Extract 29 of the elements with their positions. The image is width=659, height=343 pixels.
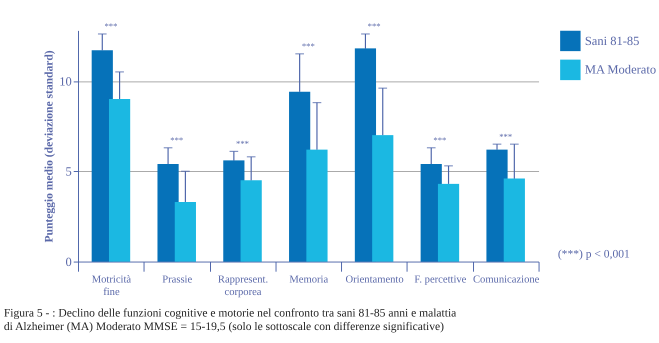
- y-tick-label: 0: [66, 254, 72, 269]
- bar: [438, 184, 460, 262]
- x-tick-label: Orientamento: [345, 274, 404, 286]
- bar: [108, 99, 130, 262]
- text: Figura 5 - : Declino delle funzioni cognitive e motorie nel confronto tra sani 81-85 anni e malattia di Alzheimer (MA) Moderato MMSE = 15-19,5 (solo le sottoscale con differenze significative): [4, 306, 456, 333]
- y-tick-label: 5: [66, 164, 72, 179]
- x-tick-label: Comunicazione: [472, 274, 540, 286]
- bar: [306, 150, 328, 262]
- x-tick-label: Prassie: [162, 274, 192, 286]
- text: (***) p < 0,001: [558, 248, 630, 261]
- bar: [372, 135, 394, 262]
- bar: [504, 178, 525, 262]
- annotation: ***: [433, 134, 446, 145]
- annotation: ***: [236, 138, 250, 149]
- y-tick-label: 10: [59, 74, 72, 88]
- annotation: ***: [170, 134, 184, 145]
- x-tick-label: Memoria: [289, 274, 328, 286]
- annotation: ***: [302, 41, 315, 52]
- x-tick-label: Motricità fine: [92, 274, 132, 298]
- text: ***: [104, 21, 118, 32]
- x-tick-label: Rappresent. corporea: [218, 274, 268, 298]
- text: ***: [368, 21, 381, 32]
- bar: [240, 180, 262, 262]
- annotation: ***: [499, 131, 512, 142]
- x-tick-label: F. percettive: [414, 274, 467, 286]
- bar: [174, 202, 196, 262]
- legend-label: MA Moderato: [584, 62, 656, 77]
- legend-label: Sani 81-85: [584, 34, 640, 48]
- y-axis-title: Punteggio medio (deviazione standard): [42, 50, 56, 243]
